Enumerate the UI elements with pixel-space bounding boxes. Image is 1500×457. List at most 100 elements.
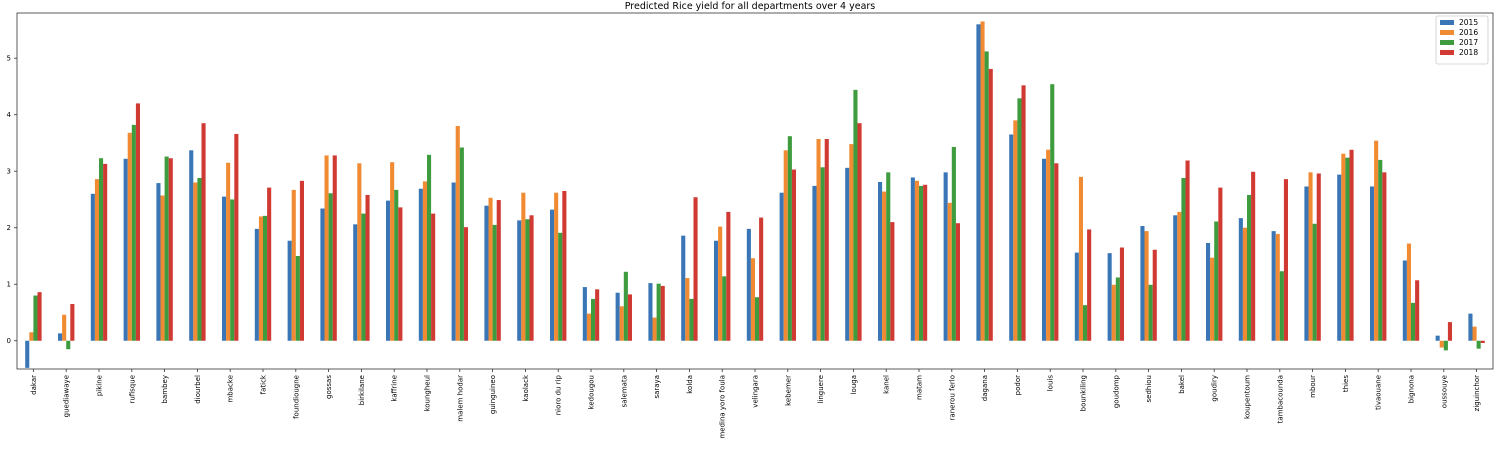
x-tick-label: ranerou ferlo — [948, 375, 956, 420]
bar-2016-matam — [914, 180, 919, 341]
bar-2016-medina-yoro-foula — [718, 226, 723, 341]
bar-2015-ranerou-ferlo — [943, 172, 948, 341]
bar-2018-ziguinchor — [1480, 340, 1485, 344]
bar-2015-rufisque — [123, 158, 128, 341]
bars — [25, 21, 1485, 368]
bar-2016-guediawaye — [62, 314, 67, 341]
bar-2017-goudiry — [1214, 221, 1219, 341]
x-tick-label: bambey — [161, 375, 169, 403]
x-tick-label: gossas — [325, 375, 333, 399]
x-tick-label: linguere — [817, 375, 825, 404]
bar-2017-kedougou — [591, 298, 596, 341]
chart-title: Predicted Rice yield for all departments… — [625, 1, 876, 12]
bar-2016-mbacke — [226, 162, 231, 341]
bar-2016-nioro-du-rip — [554, 192, 559, 341]
x-tick-label: kanel — [883, 375, 891, 394]
bar-2015-ziguinchor — [1468, 313, 1473, 341]
x-tick-label: kolda — [686, 375, 694, 394]
x-tick-label: bakel — [1178, 375, 1186, 394]
bar-2017-goudomp — [1115, 277, 1120, 341]
bar-2016-sedhiou — [1144, 231, 1149, 341]
bar-2016-goudiry — [1210, 257, 1215, 341]
bar-2018-kebemer — [791, 169, 796, 341]
x-tick-label: pikine — [96, 375, 104, 396]
bar-2017-louis — [1050, 84, 1055, 341]
y-tick-label: 0 — [7, 337, 11, 345]
x-tick-label: louga — [850, 375, 858, 394]
legend-label: 2018 — [1459, 48, 1478, 57]
x-tick-label: ziguinchor — [1473, 375, 1481, 411]
bar-2015-tivaouane — [1370, 186, 1375, 341]
bar-2017-matam — [919, 185, 924, 341]
bar-2015-louis — [1042, 158, 1047, 341]
bar-2015-mbour — [1304, 186, 1309, 341]
bar-2017-koungheul — [427, 154, 432, 341]
bar-2017-dakar — [33, 295, 38, 341]
bar-2018-sedhiou — [1152, 249, 1157, 341]
bar-2018-ranerou-ferlo — [955, 223, 960, 341]
bar-2015-velingara — [746, 228, 751, 341]
bar-2015-pikine — [90, 193, 95, 341]
y-tick-label: 4 — [7, 111, 12, 119]
bar-2018-foundiougne — [299, 180, 304, 341]
bar-2015-louga — [845, 167, 850, 341]
bar-2017-dagana — [984, 51, 989, 341]
bar-2017-birkilane — [361, 213, 366, 341]
x-tick-label: malem hodar — [456, 375, 464, 422]
bar-2015-goudiry — [1206, 242, 1211, 341]
bar-2016-thies — [1341, 153, 1346, 341]
legend-swatch — [1440, 40, 1454, 45]
x-tick-label: koungheul — [424, 375, 432, 412]
x-tick-label: guinguineo — [489, 375, 497, 414]
bar-2016-dakar — [29, 332, 34, 341]
bar-2017-bignona — [1411, 302, 1416, 341]
bar-2015-thies — [1337, 174, 1342, 341]
bar-2015-podor — [1009, 134, 1014, 341]
bar-2016-koupentoum — [1242, 227, 1247, 341]
bar-2018-kaffrine — [398, 207, 403, 341]
x-tick-label: mbacke — [227, 375, 235, 403]
bar-2017-tambacounda — [1279, 271, 1284, 341]
bar-2018-goudomp — [1119, 247, 1124, 341]
bar-2018-guediawaye — [70, 304, 75, 341]
bar-2017-pikine — [99, 158, 104, 341]
bar-2015-medina-yoro-foula — [714, 240, 719, 341]
bar-2018-kaolack — [529, 215, 534, 341]
bar-2015-dakar — [25, 340, 30, 368]
bar-2016-saraya — [652, 317, 657, 341]
bar-2018-louis — [1054, 163, 1059, 341]
bar-2017-bambey — [164, 156, 169, 341]
bar-2016-velingara — [750, 258, 755, 341]
bar-2015-foundiougne — [287, 240, 292, 341]
x-tick-label: guediawaye — [63, 375, 71, 417]
bar-2015-guinguineo — [484, 205, 489, 341]
bar-2015-dagana — [976, 24, 981, 341]
bar-2016-oussouye — [1439, 340, 1444, 348]
bar-2015-oussouye — [1435, 335, 1440, 341]
bar-2017-linguere — [820, 167, 825, 341]
bar-2017-mbacke — [230, 199, 235, 341]
bar-2018-podor — [1021, 85, 1026, 341]
bar-2017-ziguinchor — [1476, 340, 1481, 349]
x-tick-label: kedougou — [588, 375, 596, 409]
bar-2015-salemata — [615, 292, 620, 341]
bar-2015-mbacke — [222, 196, 227, 341]
y-tick-label: 2 — [7, 224, 11, 232]
x-tick-label: koupentoum — [1244, 375, 1252, 419]
bar-2015-guediawaye — [58, 333, 63, 341]
bar-2018-kedougou — [595, 289, 600, 341]
bar-2018-malem-hodar — [463, 227, 468, 341]
bar-2017-guediawaye — [66, 340, 71, 350]
x-tick-label: tivaouane — [1375, 375, 1383, 410]
bar-2018-mbacke — [234, 133, 239, 341]
bar-2018-mbour — [1316, 173, 1321, 341]
bar-2016-kebemer — [783, 150, 788, 341]
bar-2018-pikine — [103, 163, 108, 341]
bar-2018-bakel — [1185, 160, 1190, 341]
y-tick-label: 3 — [7, 168, 11, 176]
bar-2016-tivaouane — [1374, 140, 1379, 341]
bar-2015-matam — [910, 177, 915, 341]
bar-2015-fatick — [254, 228, 259, 341]
x-tick-label: diourbel — [194, 375, 202, 404]
